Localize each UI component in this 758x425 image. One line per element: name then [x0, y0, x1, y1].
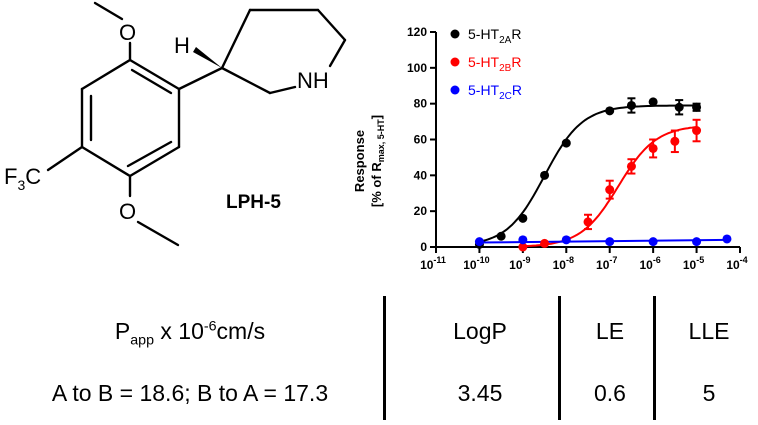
oxygen-label-top: O [119, 20, 136, 45]
bond [136, 220, 180, 247]
nh-label: NH [297, 68, 329, 93]
data-point [605, 237, 615, 247]
data-point [561, 235, 571, 245]
oxygen-label-bottom: O [119, 199, 136, 224]
column-divider-2 [558, 296, 561, 420]
hydrogen-label: H [174, 33, 190, 58]
legend-marker [450, 57, 460, 67]
y-axis-label-line1: Response [352, 130, 367, 192]
data-point [583, 217, 593, 227]
papp-exponent: -6 [203, 318, 217, 335]
y-tick-label: 40 [414, 168, 428, 182]
x-tick-label: 10-8 [553, 255, 574, 272]
bond [220, 8, 252, 70]
fit-curve-0 [479, 104, 697, 243]
data-point [692, 102, 702, 112]
data-point [540, 170, 550, 180]
fit-curve-1 [522, 126, 697, 248]
papp-subscript: app [130, 332, 154, 349]
le-value: 0.6 [594, 380, 626, 406]
lle-label: LLE [688, 318, 730, 344]
papp-symbol: P [114, 318, 131, 344]
column-divider-3 [653, 296, 656, 420]
bond [128, 145, 181, 178]
data-point [722, 234, 732, 244]
le-label: LE [595, 318, 625, 344]
data-point [648, 237, 658, 247]
data-point [670, 136, 680, 146]
bond [268, 85, 297, 95]
chart-legend: 5-HT2AR 5-HT2BR 5-HT2CR [450, 26, 522, 102]
data-point [474, 237, 484, 247]
legend-marker [450, 85, 460, 95]
x-tick-label: 10-9 [509, 255, 530, 272]
bond [220, 66, 272, 95]
data-point [518, 242, 528, 252]
y-tick-label: 100 [407, 61, 427, 75]
bond [128, 58, 181, 91]
papp-unit: cm/s [216, 318, 266, 344]
data-point [626, 100, 636, 110]
fit-curve-2 [479, 238, 727, 244]
x-axis-ticks: 10-11 10-10 10-9 10-8 10-7 10-6 10-5 10-4 [420, 247, 748, 272]
data-point [561, 138, 571, 148]
x-tick-label: 10-4 [726, 255, 747, 272]
column-divider-1 [383, 296, 386, 420]
data-point [648, 97, 658, 107]
cf3-label: F3C [4, 164, 41, 193]
bond [80, 145, 132, 178]
data-point [692, 126, 702, 136]
double-bond [130, 68, 173, 95]
legend-entry: 5-HT2CR [468, 82, 522, 102]
x-tick-label: 10-6 [639, 255, 660, 272]
bond [93, 1, 124, 21]
data-point [518, 235, 528, 245]
data-points [474, 97, 732, 252]
bond [80, 58, 132, 91]
compound-name: LPH-5 [226, 192, 281, 213]
data-point [674, 102, 684, 112]
lle-value: 5 [702, 380, 716, 406]
legend-entry: 5-HT2BR [468, 54, 521, 74]
data-point [648, 143, 658, 153]
data-point [626, 161, 636, 171]
bond [46, 145, 84, 172]
stereo-wedge [193, 47, 222, 68]
y-tick-label: 60 [414, 133, 428, 147]
papp-values: A to B = 18.6; B to A = 17.3 [51, 380, 329, 406]
data-point [518, 213, 528, 223]
bond [177, 66, 224, 91]
legend-marker [450, 29, 460, 39]
bond [328, 38, 347, 68]
logp-label: LogP [453, 318, 507, 344]
fit-curves [479, 104, 727, 248]
y-axis-label-line2: [% of Rmax, 5-HT] [369, 115, 386, 207]
bond [316, 8, 347, 42]
data-point [540, 238, 550, 248]
molecule-structure [46, 1, 347, 247]
x-tick-label: 10-5 [683, 255, 704, 272]
legend-entry: 5-HT2AR [468, 26, 521, 46]
data-point [692, 237, 702, 247]
y-tick-label: 120 [407, 25, 427, 39]
error-bars [584, 97, 701, 231]
logp-value: 3.45 [457, 380, 503, 406]
data-point [605, 106, 615, 116]
y-tick-label: 0 [420, 240, 427, 254]
data-point [605, 185, 615, 195]
y-axis-ticks: 0 20 40 60 80 100 120 [407, 25, 436, 254]
papp-factor: x 10 [154, 318, 204, 344]
y-tick-label: 20 [414, 204, 428, 218]
x-tick-label: 10-10 [463, 255, 489, 272]
y-tick-label: 80 [414, 97, 428, 111]
x-tick-label: 10-7 [596, 255, 617, 272]
property-table: Papp x 10-6cm/s A to B = 18.6; B to A = … [0, 290, 758, 425]
papp-heading: Papp x 10-6cm/s [40, 318, 340, 349]
x-tick-label: 10-11 [420, 255, 446, 272]
double-bond [126, 140, 173, 168]
data-point [496, 231, 506, 241]
